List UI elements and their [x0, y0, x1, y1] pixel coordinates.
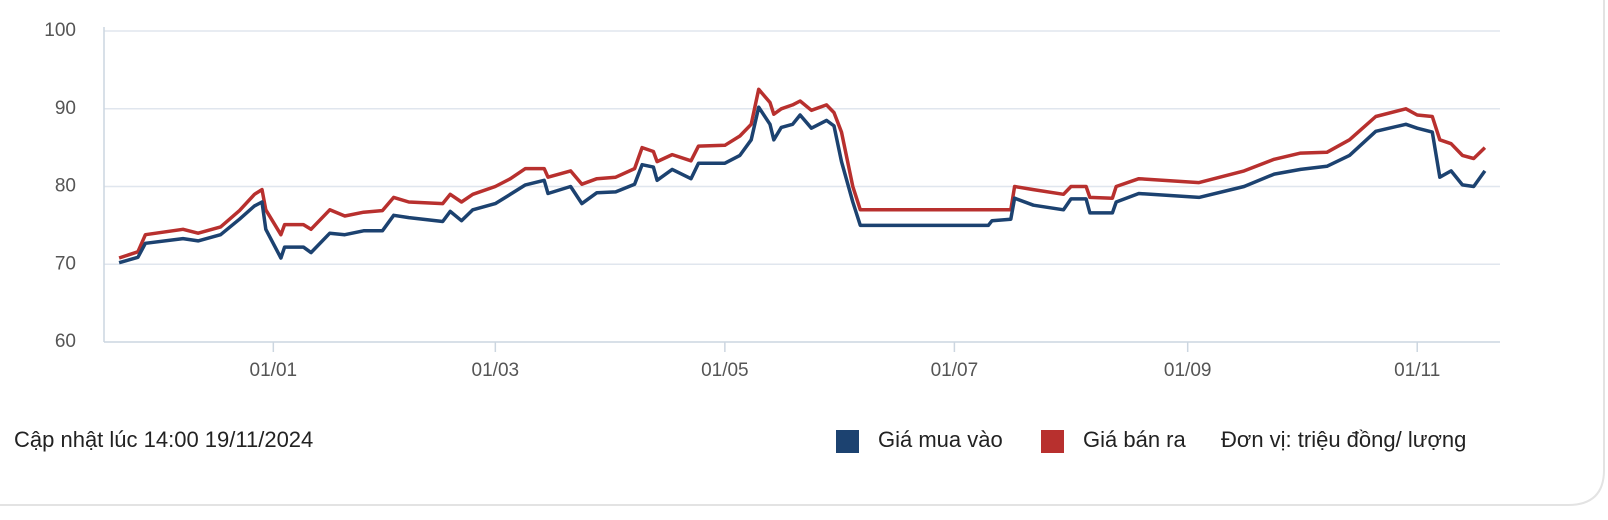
x-tick-label: 01/05: [701, 360, 749, 381]
price-line: [118, 87, 1487, 260]
y-tick-label: 60: [55, 331, 76, 352]
update-note: Cập nhật lúc 14:00 19/11/2024: [14, 427, 313, 452]
y-tick-label: 80: [55, 176, 76, 197]
price-line: [118, 105, 1487, 265]
legend-label: Giá bán ra: [1083, 427, 1186, 452]
card-border: [0, 0, 1605, 506]
legend-label: Giá mua vào: [878, 427, 1003, 452]
x-tick-label: 01/01: [250, 360, 298, 381]
x-tick-label: 01/11: [1394, 360, 1440, 381]
legend-swatch: [836, 430, 859, 453]
y-tick-label: 90: [55, 98, 76, 119]
y-tick-label: 70: [55, 253, 76, 274]
x-tick-label: 01/03: [472, 360, 520, 381]
legend-swatch: [1041, 430, 1064, 453]
x-tick-label: 01/09: [1164, 360, 1212, 381]
y-tick-label: 100: [44, 20, 76, 41]
unit-note: Đơn vị: triệu đồng/ lượng: [1221, 427, 1466, 452]
x-tick-label: 01/07: [931, 360, 979, 381]
